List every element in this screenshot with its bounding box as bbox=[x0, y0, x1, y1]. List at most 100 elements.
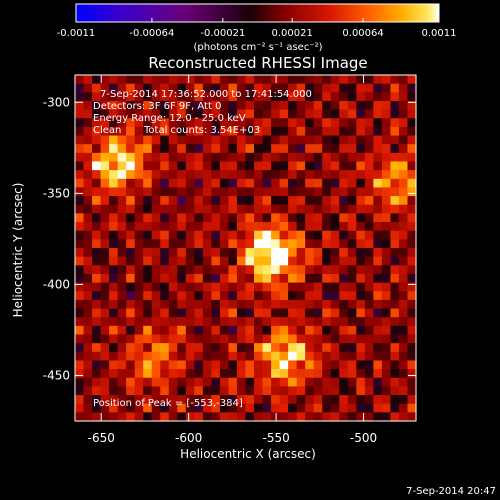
heatmap-cell bbox=[160, 170, 170, 180]
heatmap-cell bbox=[134, 386, 144, 396]
heatmap-cell bbox=[364, 126, 374, 137]
heatmap-cell bbox=[296, 230, 306, 240]
heatmap-cell bbox=[83, 161, 93, 171]
heatmap-cell bbox=[381, 92, 392, 102]
heatmap-cell bbox=[228, 83, 238, 93]
heatmap-cell bbox=[271, 144, 281, 154]
heatmap-cell bbox=[92, 334, 102, 344]
heatmap-cell bbox=[390, 412, 400, 422]
heatmap-cell bbox=[347, 152, 357, 163]
heatmap-cell bbox=[168, 334, 178, 344]
heatmap-cell bbox=[109, 118, 119, 128]
heatmap-cell bbox=[313, 343, 323, 353]
heatmap-cell bbox=[288, 265, 298, 275]
heatmap-cell bbox=[254, 75, 264, 85]
heatmap-cell bbox=[339, 213, 349, 223]
heatmap-cell bbox=[373, 377, 383, 387]
heatmap-cell bbox=[202, 213, 212, 223]
heatmap-cell bbox=[254, 351, 264, 362]
heatmap-cell bbox=[254, 412, 264, 422]
heatmap-cell bbox=[109, 83, 119, 93]
heatmap-cell bbox=[356, 386, 366, 396]
heatmap-cell bbox=[168, 343, 178, 353]
heatmap-cell bbox=[279, 386, 289, 396]
heatmap-cell bbox=[117, 360, 127, 370]
heatmap-cell bbox=[364, 100, 374, 111]
heatmap-cell bbox=[177, 299, 187, 310]
heatmap-cell bbox=[194, 291, 204, 301]
heatmap-cell bbox=[305, 395, 315, 405]
heatmap-cell bbox=[373, 126, 383, 137]
heatmap-cell bbox=[143, 403, 153, 413]
heatmap-cell bbox=[151, 308, 161, 318]
heatmap-cell bbox=[407, 213, 417, 223]
heatmap-cell bbox=[347, 343, 357, 353]
heatmap-cell bbox=[83, 317, 93, 327]
heatmap-cell bbox=[245, 395, 255, 405]
heatmap-cell bbox=[373, 204, 383, 214]
heatmap-cell bbox=[219, 273, 230, 284]
heatmap-cell bbox=[288, 152, 298, 163]
heatmap-cell bbox=[151, 395, 161, 405]
heatmap-cell bbox=[407, 308, 417, 318]
heatmap-cell bbox=[126, 317, 136, 327]
heatmap-cell bbox=[160, 291, 170, 301]
heatmap-cell bbox=[381, 152, 392, 163]
heatmap-cell bbox=[100, 334, 110, 344]
heatmap-cell bbox=[177, 351, 187, 362]
heatmap-cell bbox=[194, 135, 204, 145]
heatmap-cell bbox=[109, 403, 119, 413]
heatmap-cell bbox=[168, 178, 178, 189]
heatmap-cell bbox=[126, 109, 136, 119]
heatmap-cell bbox=[126, 248, 136, 258]
heatmap-cell bbox=[185, 92, 195, 102]
heatmap-cell bbox=[322, 377, 332, 387]
heatmap-cell bbox=[262, 308, 272, 318]
heatmap-cell bbox=[151, 317, 161, 327]
heatmap-cell bbox=[296, 377, 306, 387]
heatmap-cell bbox=[160, 230, 170, 240]
heatmap-cell bbox=[143, 351, 153, 362]
heatmap-cell bbox=[296, 343, 306, 353]
heatmap-cell bbox=[373, 152, 383, 163]
heatmap-cell bbox=[177, 222, 187, 232]
heatmap-cell bbox=[134, 187, 144, 197]
heatmap-cell bbox=[92, 230, 102, 240]
heatmap-cell bbox=[143, 282, 153, 292]
energy-range-annotation: Energy Range: 12.0 - 25.0 keV bbox=[93, 113, 246, 124]
heatmap-cell bbox=[236, 178, 247, 189]
heatmap-cell bbox=[373, 256, 383, 266]
heatmap-cell bbox=[236, 144, 247, 154]
heatmap-cell bbox=[271, 265, 281, 275]
heatmap-cell bbox=[373, 118, 383, 128]
heatmap-cell bbox=[339, 248, 349, 258]
heatmap-cell bbox=[75, 386, 85, 396]
heatmap-cell bbox=[373, 144, 383, 154]
heatmap-cell bbox=[143, 395, 153, 405]
heatmap-cell bbox=[356, 291, 366, 301]
footer-timestamp: 7-Sep-2014 20:47 bbox=[406, 486, 496, 497]
heatmap-cell bbox=[245, 360, 255, 370]
heatmap-cell bbox=[279, 92, 289, 102]
heatmap-cell bbox=[271, 135, 281, 145]
heatmap-cell bbox=[347, 187, 357, 197]
heatmap-cell bbox=[279, 144, 289, 154]
heatmap-cell bbox=[254, 256, 264, 266]
heatmap-cell bbox=[109, 187, 119, 197]
heatmap-cell bbox=[296, 178, 306, 189]
heatmap-cell bbox=[322, 92, 332, 102]
heatmap-cell bbox=[356, 299, 366, 310]
heatmap-cell bbox=[134, 369, 144, 379]
heatmap-cell bbox=[100, 265, 110, 275]
heatmap-cell bbox=[100, 170, 110, 180]
heatmap-cell bbox=[373, 395, 383, 405]
heatmap-cell bbox=[296, 92, 306, 102]
heatmap-cell bbox=[151, 386, 161, 396]
heatmap-cell bbox=[228, 196, 238, 206]
heatmap-cell bbox=[134, 178, 144, 189]
heatmap-cell bbox=[330, 230, 340, 240]
heatmap-cell bbox=[254, 118, 264, 128]
heatmap-cell bbox=[390, 92, 400, 102]
heatmap-cell bbox=[381, 170, 392, 180]
heatmap-cell bbox=[202, 282, 212, 292]
